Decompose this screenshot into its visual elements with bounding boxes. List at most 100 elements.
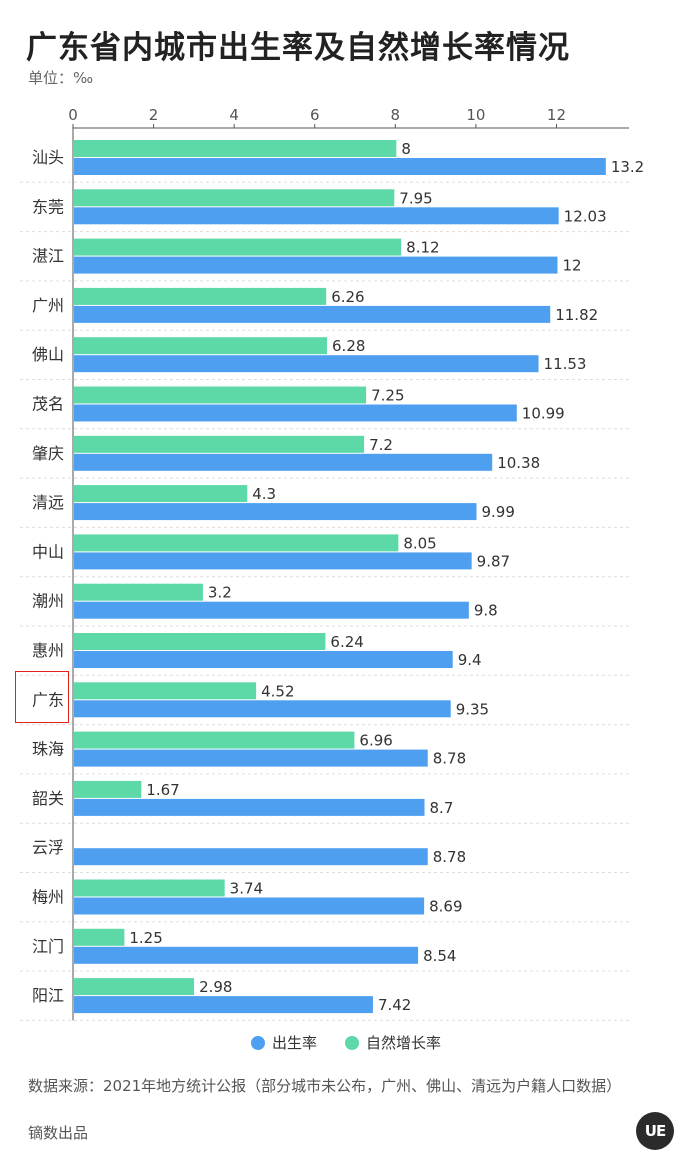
birth-rate-bar	[74, 601, 469, 619]
natural-growth-bar	[74, 978, 195, 996]
category-label: 广东	[32, 690, 64, 709]
unit-label: 单位：‰	[28, 69, 94, 87]
category-label: 肇庆	[32, 444, 64, 463]
birth-rate-bar	[74, 256, 558, 274]
x-tick-label: 8	[391, 106, 401, 124]
birth-rate-bar	[74, 453, 493, 471]
birth-rate-value-label: 13.2	[611, 158, 644, 176]
credit-text: 镝数出品	[28, 1124, 89, 1142]
birth-rate-value-label: 10.99	[522, 405, 565, 423]
birth-rate-bar	[74, 503, 477, 521]
natural-growth-bar	[74, 682, 257, 700]
birth-rate-value-label: 12	[562, 257, 581, 275]
birth-rate-value-label: 9.87	[477, 552, 510, 570]
natural-growth-bar	[74, 238, 402, 256]
birth-rate-value-label: 12.03	[564, 207, 607, 225]
birth-rate-value-label: 11.53	[544, 355, 587, 373]
natural-growth-bar	[74, 189, 395, 207]
birth-rate-bar	[74, 749, 428, 767]
birth-rate-bar	[74, 848, 428, 866]
birth-rate-value-label: 9.35	[456, 700, 489, 718]
natural-growth-value-label: 6.24	[330, 633, 363, 651]
natural-growth-bar	[74, 485, 248, 503]
natural-growth-bar	[74, 287, 327, 305]
birth-rate-bar	[74, 651, 453, 668]
natural-growth-value-label: 8.05	[403, 534, 436, 552]
natural-growth-value-label: 2.98	[199, 978, 232, 996]
natural-growth-value-label: 8.12	[406, 239, 439, 257]
birth-rate-value-label: 8.78	[433, 750, 466, 768]
natural-growth-bar	[74, 633, 326, 650]
natural-growth-value-label: 3.2	[208, 584, 232, 602]
bar-chart: 0 2 4 6 8 10 12 汕头 8 13.2 东莞 7.95 12.03 湛江 8.12 12 广州 6.2…	[20, 106, 644, 1052]
legend-label: 自然增长率	[366, 1034, 441, 1052]
natural-growth-value-label: 1.25	[129, 929, 162, 947]
natural-growth-bar	[74, 928, 125, 946]
x-tick-label: 0	[68, 106, 78, 124]
birth-rate-value-label: 10.38	[497, 454, 540, 472]
x-tick-label: 2	[149, 106, 159, 124]
category-label: 广州	[32, 296, 64, 315]
natural-growth-bar	[74, 583, 203, 601]
birth-rate-bar	[74, 207, 559, 225]
birth-rate-value-label: 11.82	[555, 306, 598, 324]
birth-rate-bar	[74, 158, 606, 175]
birth-rate-value-label: 8.7	[430, 799, 454, 817]
legend-marker	[251, 1036, 265, 1050]
natural-growth-bar	[74, 879, 225, 897]
natural-growth-value-label: 4.52	[261, 682, 294, 700]
natural-growth-value-label: 6.96	[359, 732, 392, 750]
category-label: 潮州	[32, 592, 64, 611]
birth-rate-bar	[74, 798, 425, 816]
natural-growth-value-label: 6.28	[332, 337, 365, 355]
natural-growth-value-label: 1.67	[146, 781, 179, 799]
birth-rate-bar	[74, 305, 551, 323]
natural-growth-value-label: 4.3	[252, 485, 276, 503]
category-label: 湛江	[32, 247, 64, 266]
birth-rate-bar	[74, 355, 539, 373]
x-tick-label: 12	[547, 106, 566, 124]
x-tick-label: 6	[310, 106, 320, 124]
legend-label: 出生率	[272, 1034, 317, 1052]
natural-growth-value-label: 7.25	[371, 387, 404, 405]
x-tick-label: 4	[229, 106, 239, 124]
natural-growth-bar	[74, 435, 365, 453]
category-label: 江门	[32, 937, 64, 956]
natural-growth-value-label: 6.26	[331, 288, 364, 306]
birth-rate-bar	[74, 946, 419, 964]
data-source: 数据来源：2021年地方统计公报（部分城市未公布，广州、佛山、清远为户籍人口数据…	[28, 1077, 622, 1095]
birth-rate-bar	[74, 897, 425, 915]
birth-rate-value-label: 8.54	[423, 947, 456, 965]
natural-growth-bar	[74, 386, 367, 404]
birth-rate-bar	[74, 700, 451, 718]
category-label: 汕头	[32, 148, 64, 167]
birth-rate-bar	[74, 552, 472, 570]
natural-growth-value-label: 7.2	[369, 436, 393, 454]
birth-rate-value-label: 8.69	[429, 898, 462, 916]
category-label: 茂名	[32, 395, 64, 414]
birth-rate-value-label: 9.99	[481, 503, 514, 521]
category-label: 韶关	[32, 789, 64, 808]
natural-growth-bar	[74, 731, 355, 749]
birth-rate-bar	[74, 404, 517, 422]
category-label: 惠州	[32, 641, 64, 660]
natural-growth-value-label: 8	[401, 140, 411, 158]
birth-rate-value-label: 7.42	[378, 996, 411, 1014]
natural-growth-bar	[74, 534, 399, 552]
category-label: 佛山	[32, 345, 64, 364]
natural-growth-value-label: 3.74	[230, 880, 263, 898]
category-label: 梅州	[32, 888, 64, 907]
category-label: 阳江	[32, 986, 64, 1005]
category-label: 珠海	[32, 740, 64, 759]
legend-marker	[345, 1036, 359, 1050]
category-label: 云浮	[32, 838, 64, 857]
highlight-box	[15, 671, 69, 723]
category-label: 清远	[32, 493, 64, 512]
x-tick-label: 10	[466, 106, 485, 124]
birth-rate-value-label: 9.8	[474, 602, 498, 620]
natural-growth-value-label: 7.95	[399, 189, 432, 207]
birth-rate-value-label: 9.4	[458, 651, 482, 669]
natural-growth-bar	[74, 337, 328, 355]
brand-logo: UE	[636, 1112, 674, 1150]
chart-title: 广东省内城市出生率及自然增长率情况	[26, 30, 570, 66]
